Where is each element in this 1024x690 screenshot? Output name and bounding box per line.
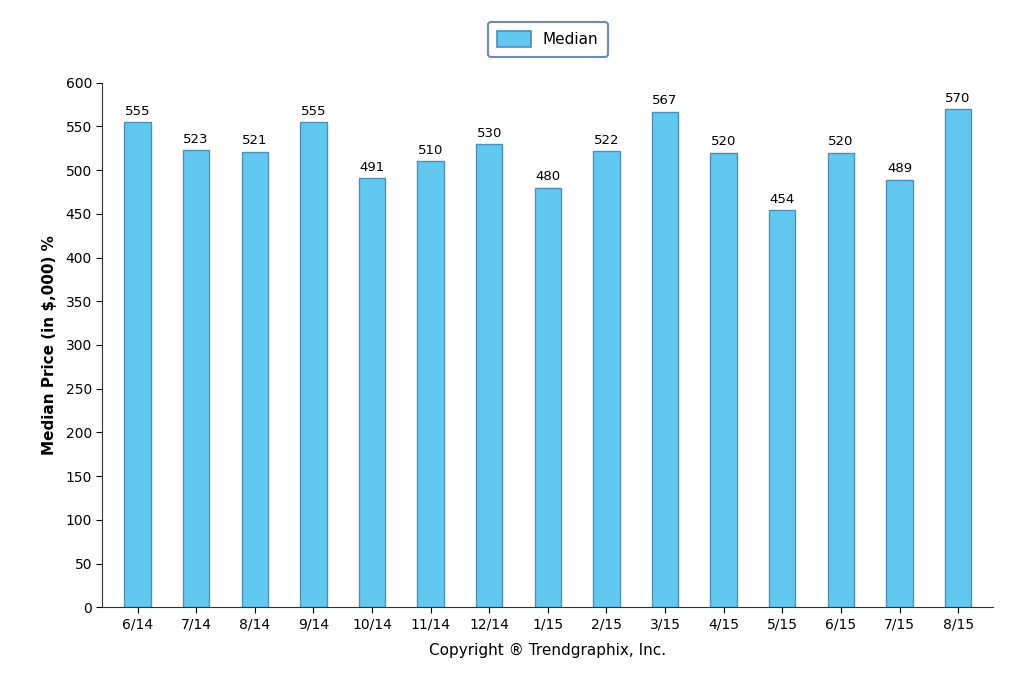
Bar bbox=[300, 122, 327, 607]
Text: 480: 480 bbox=[536, 170, 560, 184]
Text: 454: 454 bbox=[770, 193, 795, 206]
Bar bbox=[476, 144, 503, 607]
X-axis label: Copyright ® Trendgraphix, Inc.: Copyright ® Trendgraphix, Inc. bbox=[429, 642, 667, 658]
Text: 555: 555 bbox=[125, 105, 151, 118]
Bar bbox=[418, 161, 443, 607]
Text: 520: 520 bbox=[828, 135, 854, 148]
Text: 491: 491 bbox=[359, 161, 385, 174]
Text: 530: 530 bbox=[476, 126, 502, 139]
Bar bbox=[358, 178, 385, 607]
Bar bbox=[827, 152, 854, 607]
Text: 520: 520 bbox=[711, 135, 736, 148]
Bar bbox=[124, 122, 151, 607]
Legend: Median: Median bbox=[488, 22, 607, 57]
Bar bbox=[593, 151, 620, 607]
Text: 523: 523 bbox=[183, 132, 209, 146]
Text: 555: 555 bbox=[301, 105, 327, 118]
Text: 510: 510 bbox=[418, 144, 443, 157]
Text: 521: 521 bbox=[242, 135, 267, 148]
Bar bbox=[711, 152, 737, 607]
Bar bbox=[183, 150, 209, 607]
Bar bbox=[535, 188, 561, 607]
Bar bbox=[769, 210, 796, 607]
Text: 570: 570 bbox=[945, 92, 971, 105]
Bar bbox=[945, 109, 972, 607]
Bar bbox=[887, 180, 912, 607]
Bar bbox=[652, 112, 678, 607]
Text: 567: 567 bbox=[652, 95, 678, 107]
Text: 489: 489 bbox=[887, 162, 912, 175]
Y-axis label: Median Price (in $,000) %: Median Price (in $,000) % bbox=[42, 235, 57, 455]
Text: 522: 522 bbox=[594, 134, 620, 146]
Bar bbox=[242, 152, 268, 607]
